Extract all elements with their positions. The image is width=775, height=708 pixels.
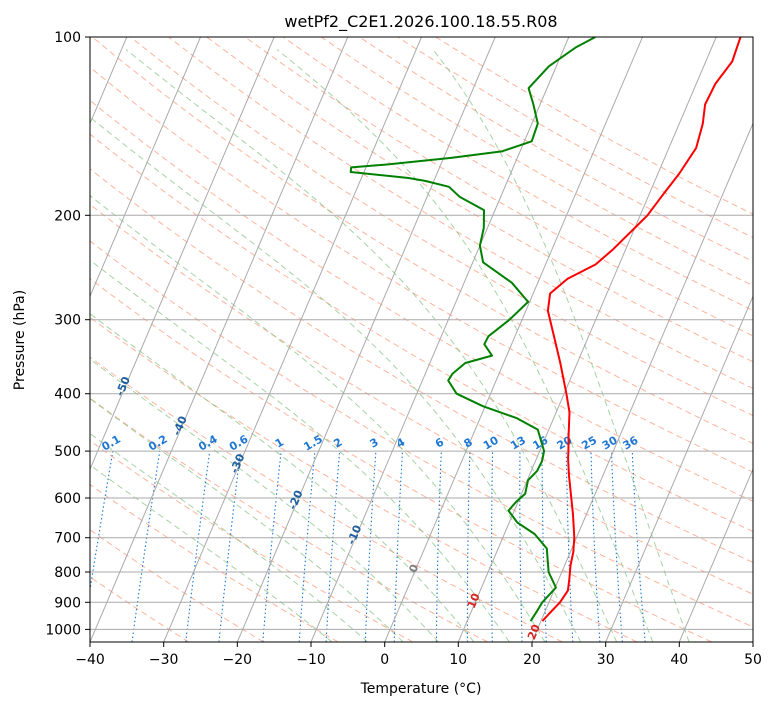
isotherm-label: 10 [465, 591, 483, 610]
y-tick-label: 400 [54, 387, 81, 403]
x-axis-ticks: −40 −30 −20 −10 0 10 20 30 40 50 [75, 642, 762, 668]
isotherm-gridlines [90, 37, 753, 642]
isotherm-line [163, 37, 422, 642]
moist-adiabat [276, 49, 654, 642]
profiles [349, 37, 742, 622]
mixing-ratio-line [90, 451, 114, 594]
moist-adiabats [90, 49, 690, 642]
x-tick-label: 30 [597, 652, 615, 668]
isotherm-line [236, 37, 496, 642]
y-tick-label: 800 [54, 565, 81, 581]
isotherm-label: 20 [525, 622, 543, 641]
x-tick-label: 50 [744, 652, 762, 668]
moist-adiabat [125, 49, 618, 642]
isotherm-line [90, 37, 349, 642]
moist-adiabat [90, 432, 368, 642]
moist-adiabat [90, 313, 475, 642]
chart-title: wetPf2_C2E1.2026.100.18.55.R08 [284, 12, 557, 32]
dry-adiabat [90, 99, 753, 502]
moist-adiabat [90, 259, 510, 642]
mixing-ratio-line [218, 451, 242, 642]
axes-frame [89, 36, 754, 643]
x-tick-label: −30 [149, 652, 179, 668]
moist-adiabat [432, 49, 690, 642]
dewpoint-profile [349, 37, 596, 622]
dry-adiabat [130, 37, 753, 417]
mixing-ratio-line [631, 451, 646, 642]
dry-adiabat [90, 278, 712, 642]
x-tick-label: 40 [670, 652, 688, 668]
isotherm-line [90, 37, 275, 471]
x-tick-label: −40 [75, 652, 105, 668]
dry-adiabat [90, 316, 638, 642]
x-tick-label: −20 [223, 652, 253, 668]
y-tick-label: 100 [54, 30, 81, 46]
isotherm-line [90, 37, 201, 298]
dry-adiabat [90, 203, 753, 595]
dry-adiabat [90, 133, 753, 533]
x-axis-label: Temperature (°C) [360, 681, 482, 697]
dry-adiabat [168, 37, 753, 389]
y-tick-label: 900 [54, 595, 81, 611]
dry-adiabat [282, 37, 753, 312]
isobar-gridlines [90, 37, 753, 630]
moist-adiabat [90, 398, 404, 642]
mixing-ratio-line [185, 451, 211, 642]
isotherm-line [457, 37, 717, 642]
y-tick-label: 300 [54, 313, 81, 329]
y-tick-label: 200 [54, 208, 81, 224]
dry-adiabat [244, 37, 753, 337]
dry-adiabats [90, 37, 753, 642]
y-axis-label: Pressure (hPa) [12, 290, 28, 390]
y-tick-label: 600 [54, 491, 81, 507]
moist-adiabat [90, 116, 582, 642]
moist-adiabat [90, 358, 439, 642]
y-tick-label: 700 [54, 531, 81, 547]
plot-area: 0.10.20.40.611.52346810131620253036-100-… [90, 37, 753, 642]
x-tick-label: 0 [380, 652, 389, 668]
dry-adiabat [91, 37, 753, 445]
mixing-ratio-line [262, 451, 282, 642]
x-tick-label: 20 [523, 652, 541, 668]
moist-adiabat [90, 195, 546, 642]
isotherm-line [384, 37, 643, 642]
isotherm-line [605, 295, 753, 642]
x-tick-label: 10 [449, 652, 467, 668]
dry-adiabat [90, 356, 563, 642]
mixing-ratio-line [298, 451, 316, 642]
isotherm-line [678, 467, 753, 642]
moist-adiabat [90, 464, 333, 642]
y-tick-label: 500 [54, 444, 81, 460]
dry-adiabat [90, 240, 753, 628]
dry-adiabat [90, 529, 264, 642]
x-tick-label: −10 [296, 652, 326, 668]
dry-adiabat [90, 483, 339, 642]
y-axis-ticks: 100 200 300 400 500 600 700 800 900 1000 [45, 30, 90, 638]
y-tick-label: 1000 [45, 622, 81, 638]
temperature-profile [541, 37, 742, 622]
isotherm-line [310, 37, 570, 642]
